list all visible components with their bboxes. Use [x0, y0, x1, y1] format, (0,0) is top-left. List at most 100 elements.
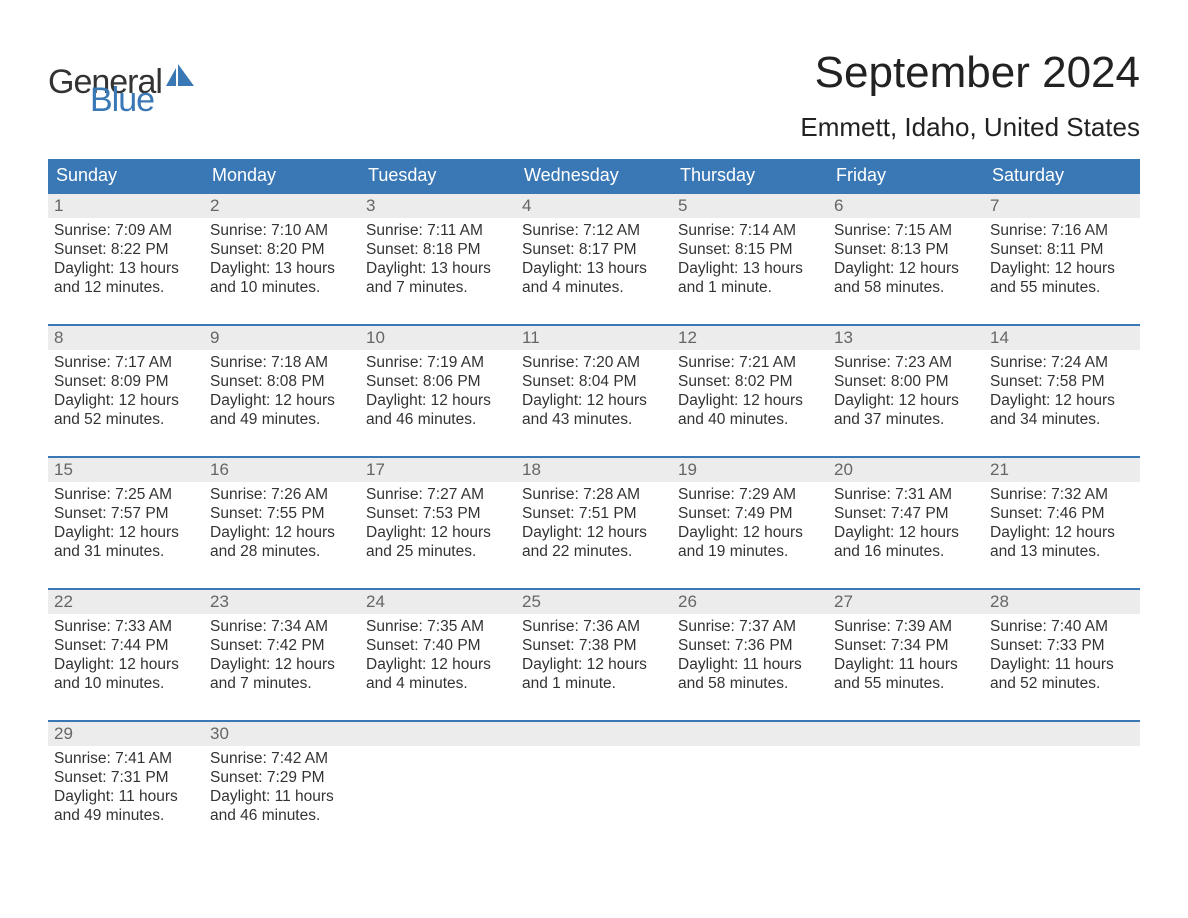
sunset-text: Sunset: 7:33 PM	[990, 637, 1134, 656]
calendar-week-row: 1Sunrise: 7:09 AMSunset: 8:22 PMDaylight…	[48, 192, 1140, 324]
daylight-text: Daylight: 11 hours and 46 minutes.	[210, 788, 354, 826]
day-header: Thursday	[672, 159, 828, 192]
daylight-text: Daylight: 12 hours and 31 minutes.	[54, 524, 198, 562]
calendar-day-cell: 4Sunrise: 7:12 AMSunset: 8:17 PMDaylight…	[516, 192, 672, 324]
sunset-text: Sunset: 7:58 PM	[990, 373, 1134, 392]
calendar-week-row: 15Sunrise: 7:25 AMSunset: 7:57 PMDayligh…	[48, 456, 1140, 588]
day-content: Sunrise: 7:42 AMSunset: 7:29 PMDaylight:…	[204, 746, 360, 832]
sunrise-text: Sunrise: 7:29 AM	[678, 486, 822, 505]
day-header-row: Sunday Monday Tuesday Wednesday Thursday…	[48, 159, 1140, 192]
daylight-text: Daylight: 13 hours and 1 minute.	[678, 260, 822, 298]
day-content: Sunrise: 7:12 AMSunset: 8:17 PMDaylight:…	[516, 218, 672, 304]
sunrise-text: Sunrise: 7:37 AM	[678, 618, 822, 637]
day-content: Sunrise: 7:37 AMSunset: 7:36 PMDaylight:…	[672, 614, 828, 700]
sunset-text: Sunset: 7:47 PM	[834, 505, 978, 524]
sunrise-text: Sunrise: 7:16 AM	[990, 222, 1134, 241]
daylight-text: Daylight: 12 hours and 37 minutes.	[834, 392, 978, 430]
sunset-text: Sunset: 8:06 PM	[366, 373, 510, 392]
day-content: Sunrise: 7:14 AMSunset: 8:15 PMDaylight:…	[672, 218, 828, 304]
daylight-text: Daylight: 12 hours and 43 minutes.	[522, 392, 666, 430]
sunrise-text: Sunrise: 7:31 AM	[834, 486, 978, 505]
sunset-text: Sunset: 7:46 PM	[990, 505, 1134, 524]
daylight-text: Daylight: 12 hours and 16 minutes.	[834, 524, 978, 562]
daylight-text: Daylight: 12 hours and 25 minutes.	[366, 524, 510, 562]
calendar-day-cell: 18Sunrise: 7:28 AMSunset: 7:51 PMDayligh…	[516, 456, 672, 588]
sunset-text: Sunset: 7:42 PM	[210, 637, 354, 656]
day-header: Saturday	[984, 159, 1140, 192]
day-number: 22	[48, 588, 204, 614]
daylight-text: Daylight: 12 hours and 40 minutes.	[678, 392, 822, 430]
daylight-text: Daylight: 12 hours and 49 minutes.	[210, 392, 354, 430]
day-content: Sunrise: 7:40 AMSunset: 7:33 PMDaylight:…	[984, 614, 1140, 700]
day-number-empty	[516, 720, 672, 746]
calendar-day-cell: 30Sunrise: 7:42 AMSunset: 7:29 PMDayligh…	[204, 720, 360, 852]
daylight-text: Daylight: 12 hours and 28 minutes.	[210, 524, 354, 562]
day-number: 5	[672, 192, 828, 218]
daylight-text: Daylight: 13 hours and 4 minutes.	[522, 260, 666, 298]
daylight-text: Daylight: 12 hours and 55 minutes.	[990, 260, 1134, 298]
day-content: Sunrise: 7:19 AMSunset: 8:06 PMDaylight:…	[360, 350, 516, 436]
day-content: Sunrise: 7:15 AMSunset: 8:13 PMDaylight:…	[828, 218, 984, 304]
daylight-text: Daylight: 12 hours and 7 minutes.	[210, 656, 354, 694]
day-content: Sunrise: 7:24 AMSunset: 7:58 PMDaylight:…	[984, 350, 1140, 436]
day-content: Sunrise: 7:16 AMSunset: 8:11 PMDaylight:…	[984, 218, 1140, 304]
calendar-day-cell: 25Sunrise: 7:36 AMSunset: 7:38 PMDayligh…	[516, 588, 672, 720]
calendar-day-cell: 8Sunrise: 7:17 AMSunset: 8:09 PMDaylight…	[48, 324, 204, 456]
calendar-day-cell: 22Sunrise: 7:33 AMSunset: 7:44 PMDayligh…	[48, 588, 204, 720]
sunrise-text: Sunrise: 7:18 AM	[210, 354, 354, 373]
calendar-day-cell: 9Sunrise: 7:18 AMSunset: 8:08 PMDaylight…	[204, 324, 360, 456]
calendar-day-cell	[984, 720, 1140, 852]
calendar-day-cell	[360, 720, 516, 852]
calendar-day-cell	[672, 720, 828, 852]
sunrise-text: Sunrise: 7:23 AM	[834, 354, 978, 373]
sunset-text: Sunset: 8:17 PM	[522, 241, 666, 260]
sunset-text: Sunset: 8:09 PM	[54, 373, 198, 392]
sunrise-text: Sunrise: 7:28 AM	[522, 486, 666, 505]
calendar-day-cell: 6Sunrise: 7:15 AMSunset: 8:13 PMDaylight…	[828, 192, 984, 324]
daylight-text: Daylight: 12 hours and 10 minutes.	[54, 656, 198, 694]
calendar-day-cell: 3Sunrise: 7:11 AMSunset: 8:18 PMDaylight…	[360, 192, 516, 324]
day-number: 9	[204, 324, 360, 350]
day-number: 29	[48, 720, 204, 746]
sunset-text: Sunset: 7:29 PM	[210, 769, 354, 788]
day-content: Sunrise: 7:21 AMSunset: 8:02 PMDaylight:…	[672, 350, 828, 436]
day-number-empty	[672, 720, 828, 746]
day-number: 18	[516, 456, 672, 482]
calendar-day-cell: 26Sunrise: 7:37 AMSunset: 7:36 PMDayligh…	[672, 588, 828, 720]
title-block: September 2024 Emmett, Idaho, United Sta…	[800, 48, 1140, 143]
logo: General Blue	[48, 48, 196, 116]
daylight-text: Daylight: 12 hours and 13 minutes.	[990, 524, 1134, 562]
day-number: 3	[360, 192, 516, 218]
calendar-day-cell: 2Sunrise: 7:10 AMSunset: 8:20 PMDaylight…	[204, 192, 360, 324]
sunset-text: Sunset: 7:57 PM	[54, 505, 198, 524]
daylight-text: Daylight: 12 hours and 46 minutes.	[366, 392, 510, 430]
sunrise-text: Sunrise: 7:19 AM	[366, 354, 510, 373]
calendar-day-cell: 27Sunrise: 7:39 AMSunset: 7:34 PMDayligh…	[828, 588, 984, 720]
sunset-text: Sunset: 7:55 PM	[210, 505, 354, 524]
sunrise-text: Sunrise: 7:24 AM	[990, 354, 1134, 373]
sunset-text: Sunset: 8:20 PM	[210, 241, 354, 260]
calendar-day-cell: 16Sunrise: 7:26 AMSunset: 7:55 PMDayligh…	[204, 456, 360, 588]
day-header: Tuesday	[360, 159, 516, 192]
sunset-text: Sunset: 8:22 PM	[54, 241, 198, 260]
calendar-day-cell: 28Sunrise: 7:40 AMSunset: 7:33 PMDayligh…	[984, 588, 1140, 720]
calendar-day-cell: 20Sunrise: 7:31 AMSunset: 7:47 PMDayligh…	[828, 456, 984, 588]
day-number: 23	[204, 588, 360, 614]
calendar-week-row: 22Sunrise: 7:33 AMSunset: 7:44 PMDayligh…	[48, 588, 1140, 720]
day-content: Sunrise: 7:41 AMSunset: 7:31 PMDaylight:…	[48, 746, 204, 832]
sunrise-text: Sunrise: 7:09 AM	[54, 222, 198, 241]
day-number: 6	[828, 192, 984, 218]
sunset-text: Sunset: 8:13 PM	[834, 241, 978, 260]
day-content: Sunrise: 7:27 AMSunset: 7:53 PMDaylight:…	[360, 482, 516, 568]
day-content: Sunrise: 7:11 AMSunset: 8:18 PMDaylight:…	[360, 218, 516, 304]
day-content: Sunrise: 7:09 AMSunset: 8:22 PMDaylight:…	[48, 218, 204, 304]
day-number: 17	[360, 456, 516, 482]
daylight-text: Daylight: 13 hours and 12 minutes.	[54, 260, 198, 298]
day-content: Sunrise: 7:33 AMSunset: 7:44 PMDaylight:…	[48, 614, 204, 700]
calendar-day-cell	[516, 720, 672, 852]
calendar-day-cell: 23Sunrise: 7:34 AMSunset: 7:42 PMDayligh…	[204, 588, 360, 720]
logo-text-blue: Blue	[90, 85, 196, 116]
calendar-day-cell: 24Sunrise: 7:35 AMSunset: 7:40 PMDayligh…	[360, 588, 516, 720]
sunset-text: Sunset: 8:00 PM	[834, 373, 978, 392]
page-header: General Blue September 2024 Emmett, Idah…	[48, 48, 1140, 143]
